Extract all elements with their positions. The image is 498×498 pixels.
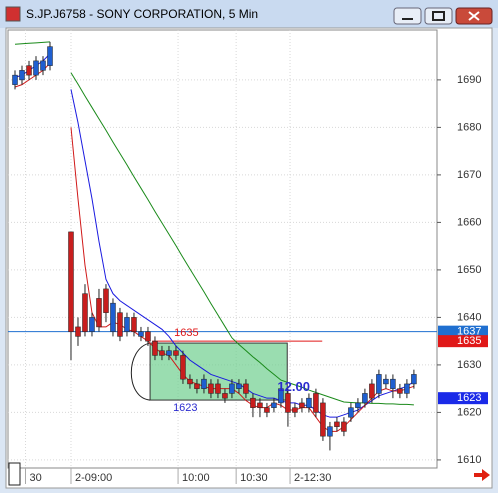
candle-body [159,350,165,356]
candle-body [404,383,410,394]
candle-body [40,60,46,71]
y-tick-label: 1660 [457,216,481,228]
scroll-box[interactable] [8,462,21,486]
close-icon [468,11,480,21]
candle-body [33,60,39,76]
candle-body [334,421,340,427]
price-box [438,392,488,405]
candle-body [285,393,291,413]
candle-body [292,407,298,413]
price-box-label: 1635 [457,335,481,347]
x-tick-label: 30 [29,472,41,484]
candle-body [110,302,116,332]
candle-body [250,397,256,408]
x-tick-label: 2-09:00 [75,472,112,484]
candle-body [390,378,396,389]
y-tick-label: 1680 [457,121,481,133]
candle-body [103,288,109,313]
y-tick-label: 1690 [457,74,481,86]
candle-body [131,317,137,332]
candle-body [145,331,151,342]
ma-line [70,89,415,418]
candle-body [229,383,235,394]
candle-body [89,317,95,332]
y-tick-label: 1640 [457,311,481,323]
candle-body [327,426,333,437]
y-tick-label: 1650 [457,264,481,276]
candle-body [411,374,417,385]
x-tick-label: 10:00 [182,472,210,484]
candle-body [124,317,130,332]
candle-body [320,402,326,437]
x-tick-label: 2-12:30 [294,472,331,484]
scroll-arrow[interactable] [474,469,490,481]
candle-body [180,355,186,380]
candle-body [187,378,193,385]
candle-body [313,393,319,413]
candle-body [264,407,270,413]
candle-body [82,293,88,332]
candle-body [117,312,123,337]
candle-body [47,46,53,66]
candle-body [201,378,207,389]
candle-body [355,402,361,408]
candle-body [12,74,18,85]
window-title: S.JP.J6758 - SONY CORPORATION, 5 Min [26,7,258,21]
price-box [438,325,488,338]
candle-body [271,402,277,408]
candle-body [26,65,32,76]
candle-body [215,383,221,394]
candle-body [257,402,263,408]
maximize-button[interactable] [424,7,453,25]
price-box-label: 1623 [457,392,481,404]
price-line-label: 1635 [174,327,198,339]
app-icon [5,6,21,22]
candle-body [173,350,179,356]
candle-body [243,383,249,394]
overlay-text: 12.00 [277,379,310,394]
candle-body [397,388,403,394]
candle-body [236,383,242,389]
ma-line [14,41,51,45]
candle-body [341,421,347,432]
maximize-icon [432,11,445,21]
y-tick-label: 1620 [457,406,481,418]
candle-body [348,407,354,418]
candle-body [96,298,102,328]
zone-label: 1623 [173,402,197,414]
candle-body [19,70,25,81]
candle-body [68,231,74,332]
price-box-label: 1637 [457,326,481,338]
minimize-button[interactable] [393,7,422,25]
zone-bracket [130,342,151,401]
candle-body [306,397,312,408]
price-box [438,335,488,348]
candle-body [362,393,368,404]
candle-body [208,383,214,394]
y-tick-label: 1670 [457,169,481,181]
x-tick-label: 10:30 [240,472,268,484]
candle-body [376,374,382,394]
candle-body [194,383,200,389]
candle-body [383,378,389,385]
candle-body [166,350,172,356]
candle-body [138,331,144,337]
candle-body [152,340,158,356]
candle-body [278,388,284,404]
candle-body [299,402,305,408]
y-tick-label: 1630 [457,359,481,371]
plot-layer: 1610 1620 1630 1640 1650 1660 1670 1680 1690 30 2-… [8,30,488,484]
y-tick-label: 1610 [457,454,481,466]
candle-body [75,326,81,337]
candle-body [222,393,228,399]
candle-body [369,383,375,399]
